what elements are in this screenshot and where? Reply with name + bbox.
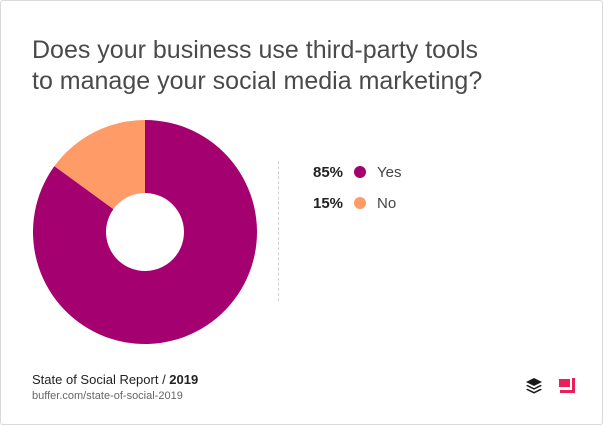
- report-year: 2019: [169, 372, 199, 387]
- legend-item-yes: 85% Yes: [313, 161, 401, 183]
- legend-swatch-no: [354, 197, 366, 209]
- chart-title-line-2: to manage your social media marketing?: [32, 67, 483, 95]
- chart-legend: 85% Yes 15% No: [313, 161, 401, 223]
- buffer-logo-icon: [526, 378, 542, 394]
- legend-item-no: 15% No: [313, 192, 401, 214]
- brand-logo-icon: [559, 378, 575, 393]
- chart-footer: State of Social Report / 2019 buffer.com…: [32, 371, 198, 404]
- legend-value-no: 15%: [313, 194, 344, 212]
- donut-slice-no: [54, 120, 146, 210]
- legend-value-yes: 85%: [313, 163, 344, 181]
- legend-divider: [278, 161, 279, 301]
- legend-label-no: No: [377, 194, 397, 212]
- report-title: State of Social Report /: [32, 372, 170, 387]
- chart-title-line-1: Does your business use third-party tools: [32, 36, 479, 64]
- source-url: buffer.com/state-of-social-2019: [32, 390, 183, 402]
- chart-title: Does your business use third-party tools…: [32, 35, 572, 97]
- legend-swatch-yes: [354, 166, 366, 178]
- legend-label-yes: Yes: [377, 163, 402, 181]
- donut-slice-yes: [32, 120, 257, 344]
- report-name: State of Social Report / 2019: [32, 371, 198, 388]
